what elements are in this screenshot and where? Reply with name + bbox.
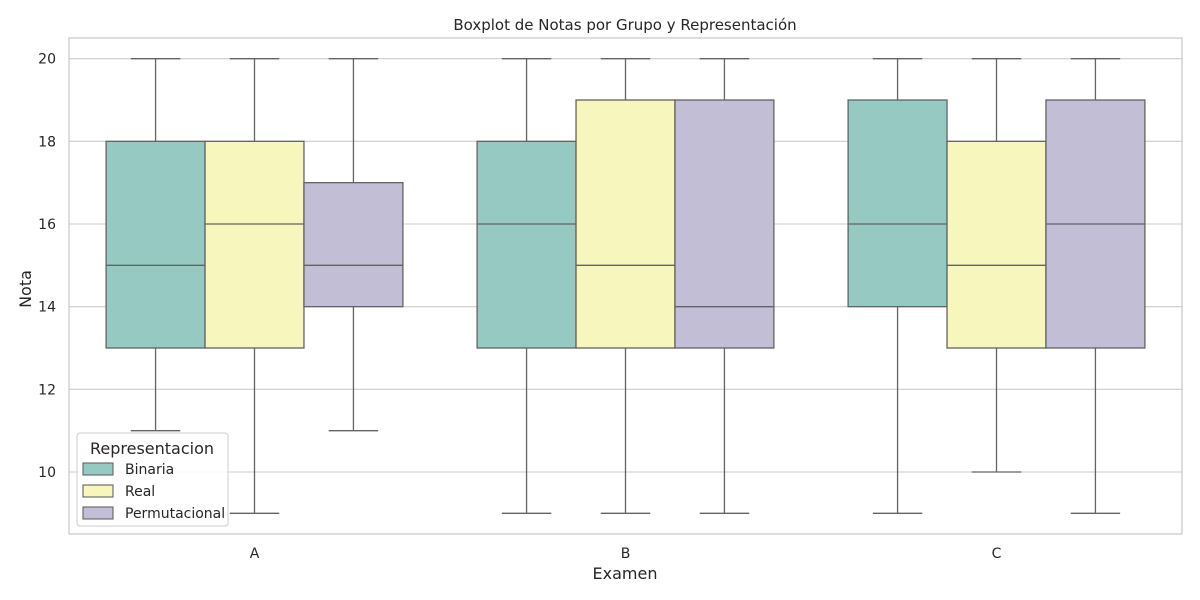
y-tick-label: 20 — [38, 52, 56, 68]
legend-swatch-real — [82, 484, 114, 498]
y-tick-label: 18 — [38, 134, 56, 150]
iqr-box — [303, 182, 404, 308]
legend: Representacion Binaria Real Permutacional — [76, 432, 229, 527]
box-real-b — [575, 58, 676, 514]
tick-layer: 10 12 14 16 18 20 A B C — [38, 52, 1001, 562]
x-tick-label: C — [992, 546, 1002, 562]
box-layer — [105, 58, 1146, 514]
iqr-box — [575, 99, 676, 349]
box-permutacional-b — [674, 58, 775, 514]
iqr-box — [847, 99, 948, 308]
legend-swatch-permutacional — [82, 506, 114, 520]
x-axis-label: Examen — [593, 564, 658, 583]
legend-title: Representacion — [90, 439, 214, 458]
legend-label-binaria: Binaria — [125, 462, 174, 478]
iqr-box — [105, 140, 206, 349]
x-tick-label: B — [621, 546, 631, 562]
iqr-box — [946, 140, 1047, 349]
box-binaria-b — [476, 58, 577, 514]
iqr-box — [476, 140, 577, 349]
legend-items: Binaria Real Permutacional — [82, 462, 225, 522]
iqr-box — [674, 99, 775, 349]
box-binaria-a — [105, 58, 206, 432]
y-tick-label: 10 — [38, 465, 56, 481]
y-tick-label: 16 — [38, 217, 56, 233]
y-axis-label: Nota — [16, 270, 35, 308]
box-real-a — [204, 58, 305, 514]
box-binaria-c — [847, 58, 948, 514]
y-tick-label: 14 — [38, 300, 56, 316]
iqr-box — [204, 140, 305, 349]
x-tick-label: A — [250, 546, 260, 562]
y-tick-label: 12 — [38, 382, 56, 398]
legend-frame — [76, 432, 229, 527]
box-real-c — [946, 58, 1047, 473]
box-permutacional-c — [1045, 58, 1146, 514]
legend-label-permutacional: Permutacional — [125, 506, 225, 522]
box-permutacional-a — [303, 58, 404, 432]
legend-label-real: Real — [125, 484, 155, 500]
legend-swatch-binaria — [82, 462, 114, 476]
plot-frame — [68, 37, 1183, 535]
chart-title: Boxplot de Notas por Grupo y Representac… — [453, 16, 796, 34]
